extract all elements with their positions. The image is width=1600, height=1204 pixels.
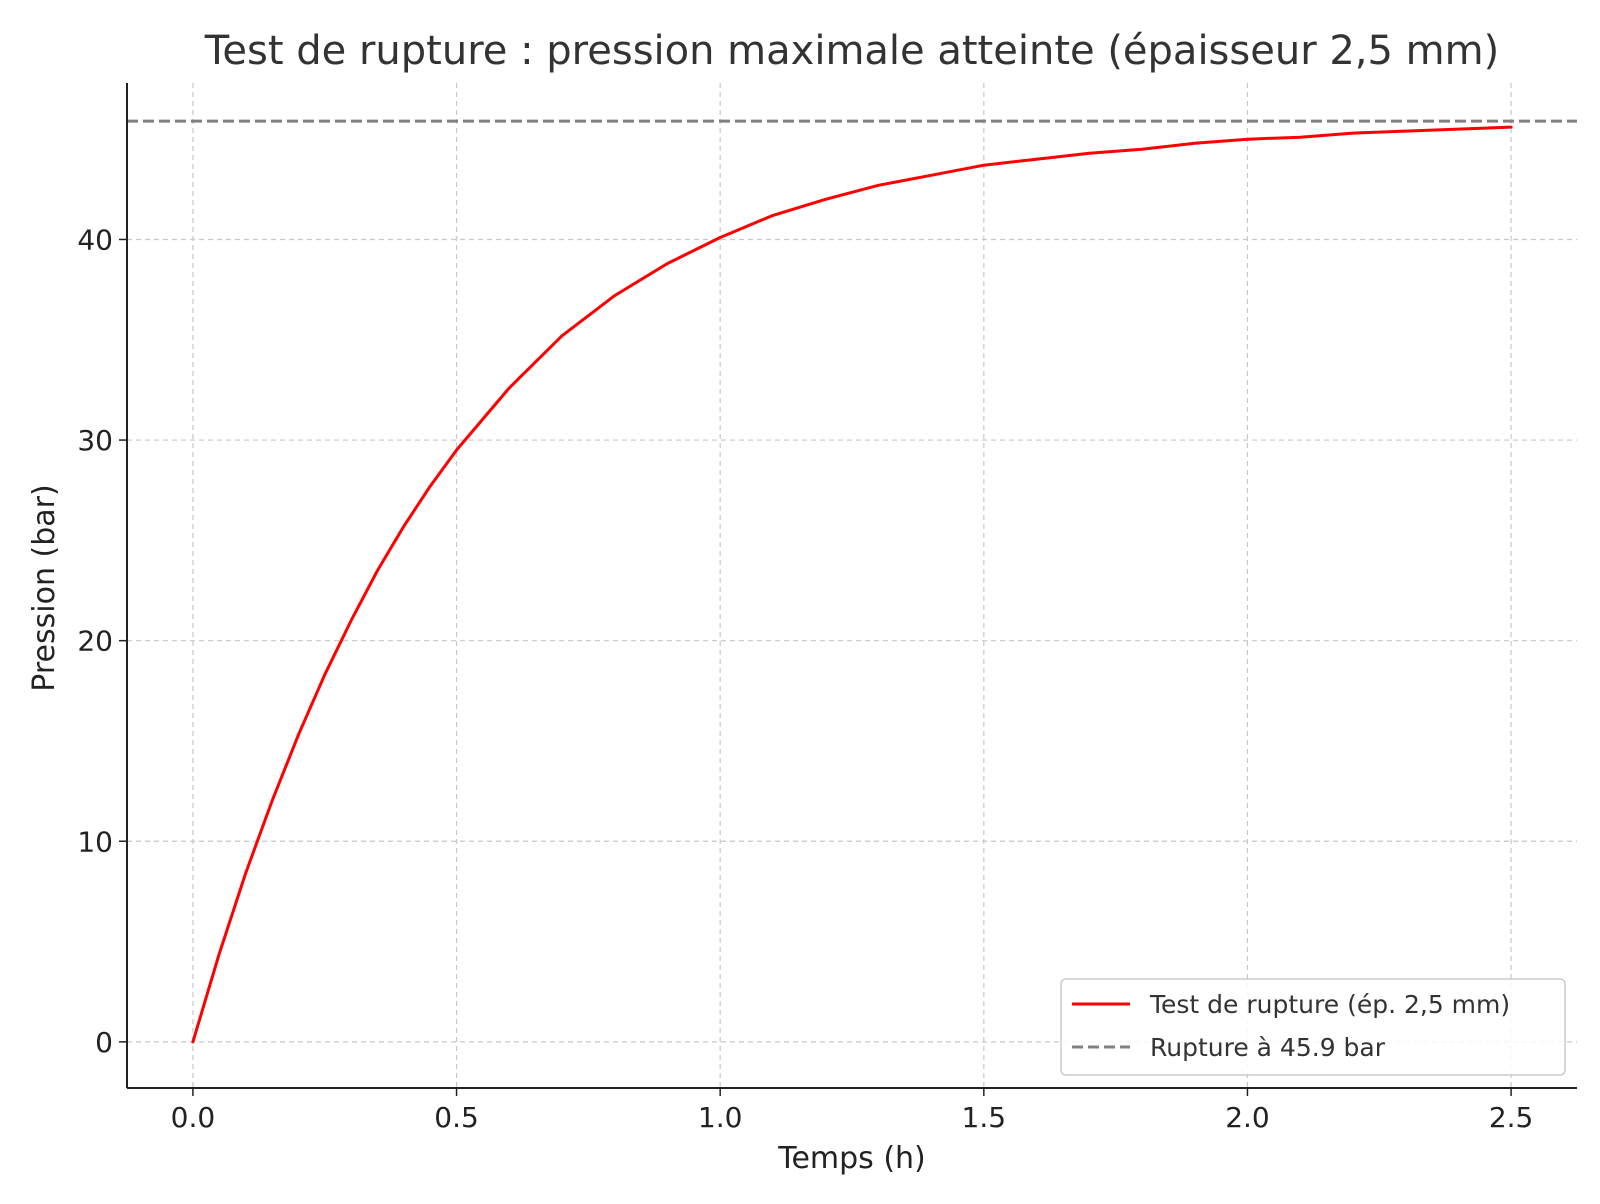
x-tick-label: 1.0 <box>698 1101 743 1134</box>
x-axis-label: Temps (h) <box>777 1141 926 1176</box>
chart-title: Test de rupture : pression maximale atte… <box>204 28 1499 74</box>
series-layer <box>191 125 1513 1044</box>
pressure-curve <box>191 125 1513 1044</box>
legend-box <box>1060 978 1566 1076</box>
x-tick-label: 2.0 <box>1225 1101 1270 1134</box>
x-tick-label: 0.0 <box>171 1101 216 1134</box>
legend-label-series-2: Rupture à 45.9 bar <box>1150 1033 1386 1062</box>
y-tick-label: 30 <box>77 424 113 457</box>
y-tick-label: 0 <box>95 1026 113 1059</box>
legend: Test de rupture (ép. 2,5 mm) Rupture à 4… <box>1060 978 1566 1076</box>
y-axis-label: Pression (bar) <box>27 484 62 691</box>
x-tick-label: 2.5 <box>1489 1101 1534 1134</box>
x-tick-label: 0.5 <box>434 1101 479 1134</box>
y-tick-label: 20 <box>77 625 113 658</box>
x-tick-label: 1.5 <box>962 1101 1007 1134</box>
axes-layer <box>126 83 1577 1089</box>
y-tick-label: 10 <box>77 825 113 858</box>
y-tick-label: 40 <box>77 223 113 256</box>
legend-label-series-1: Test de rupture (ép. 2,5 mm) <box>1149 990 1510 1019</box>
ticks-layer: 0.0 0.5 1.0 1.5 2.0 2.5 0 10 20 30 40 <box>77 223 1533 1134</box>
